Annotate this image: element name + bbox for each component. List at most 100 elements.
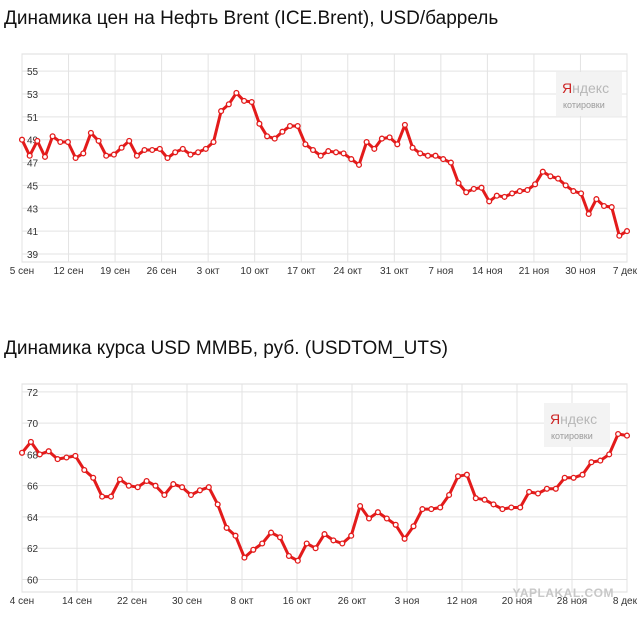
data-point xyxy=(383,515,390,522)
data-point xyxy=(526,488,533,495)
data-point xyxy=(332,149,340,156)
data-point xyxy=(472,495,479,502)
data-point xyxy=(363,138,370,146)
y-tick-label: 49 xyxy=(27,136,39,147)
data-point xyxy=(187,151,194,158)
data-point xyxy=(276,534,284,541)
y-tick-label: 47 xyxy=(27,159,39,170)
data-point xyxy=(562,182,569,189)
data-point xyxy=(90,474,97,481)
data-point xyxy=(179,484,186,491)
data-point xyxy=(134,484,141,491)
y-tick-label: 45 xyxy=(27,181,39,192)
data-point xyxy=(87,129,94,136)
data-point xyxy=(410,523,417,530)
data-point xyxy=(72,452,79,459)
x-tick-label: 8 окт xyxy=(231,596,254,607)
x-tick-label: 10 окт xyxy=(240,266,269,277)
data-point xyxy=(392,521,399,528)
data-point xyxy=(45,448,52,455)
data-point xyxy=(490,501,497,508)
data-point xyxy=(223,524,230,531)
y-tick-label: 70 xyxy=(27,419,39,430)
y-tick-label: 55 xyxy=(27,67,39,78)
data-point xyxy=(27,438,34,445)
data-point xyxy=(348,156,355,163)
data-point xyxy=(303,540,310,547)
data-point xyxy=(517,504,524,511)
data-point xyxy=(309,146,317,154)
logo-caption: котировки xyxy=(551,431,593,441)
data-point xyxy=(597,457,604,464)
data-point xyxy=(214,501,221,508)
data-point xyxy=(321,531,328,538)
data-point xyxy=(49,133,56,140)
y-tick-label: 39 xyxy=(27,250,39,261)
data-point xyxy=(95,137,102,144)
x-tick-label: 20 ноя xyxy=(502,596,532,607)
data-point xyxy=(286,122,294,130)
data-point xyxy=(600,202,608,210)
data-point xyxy=(241,554,248,561)
x-tick-label: 7 ноя xyxy=(428,266,453,277)
x-tick-label: 4 сен xyxy=(10,596,34,607)
data-point xyxy=(348,532,355,539)
data-point xyxy=(585,210,592,218)
data-point xyxy=(256,120,263,127)
logo-text: Яндекс xyxy=(550,411,597,427)
data-point xyxy=(170,481,177,488)
watermark: YAPLAKAL.COM xyxy=(512,586,614,600)
data-point xyxy=(340,150,347,157)
data-point xyxy=(357,502,364,510)
data-point xyxy=(365,515,373,522)
data-point xyxy=(454,473,462,480)
x-tick-label: 3 ноя xyxy=(395,596,420,607)
data-point xyxy=(508,504,515,511)
data-point xyxy=(516,188,523,195)
data-point xyxy=(34,137,41,144)
data-point xyxy=(499,506,506,513)
data-point xyxy=(424,152,431,159)
data-point xyxy=(196,487,203,494)
x-tick-label: 31 окт xyxy=(380,266,409,277)
data-point xyxy=(141,146,148,154)
data-point xyxy=(432,152,439,159)
data-point xyxy=(268,529,275,536)
y-tick-label: 53 xyxy=(27,90,39,101)
data-point xyxy=(205,484,212,491)
x-tick-label: 14 сен xyxy=(62,596,92,607)
data-point xyxy=(202,145,209,152)
data-point xyxy=(623,432,631,439)
data-point xyxy=(271,135,278,142)
data-point xyxy=(543,485,550,492)
data-point xyxy=(440,156,447,163)
x-tick-label: 24 окт xyxy=(334,266,363,277)
data-point xyxy=(378,135,385,142)
data-point xyxy=(41,153,49,160)
data-point xyxy=(437,504,444,511)
data-point xyxy=(470,185,477,192)
data-point xyxy=(126,137,133,144)
data-point xyxy=(493,192,500,199)
data-point xyxy=(218,108,225,115)
y-tick-label: 62 xyxy=(27,544,39,555)
chart-title-usd: Динамика курса USD ММВБ, руб. (USDTOM_UT… xyxy=(4,338,448,359)
data-point xyxy=(152,482,159,489)
x-tick-label: 12 сен xyxy=(54,266,84,277)
data-point xyxy=(570,474,577,481)
data-point xyxy=(233,89,240,96)
data-point xyxy=(241,97,248,104)
y-tick-label: 72 xyxy=(27,388,39,399)
data-point xyxy=(401,535,408,542)
y-tick-label: 68 xyxy=(27,450,39,461)
data-point xyxy=(371,145,378,152)
data-point xyxy=(81,466,88,474)
data-point xyxy=(63,454,70,461)
data-point xyxy=(172,149,179,156)
data-point xyxy=(532,181,539,188)
logo-caption: котировки xyxy=(563,100,605,110)
data-point xyxy=(103,152,110,159)
data-point xyxy=(80,150,87,157)
data-point xyxy=(18,136,26,143)
